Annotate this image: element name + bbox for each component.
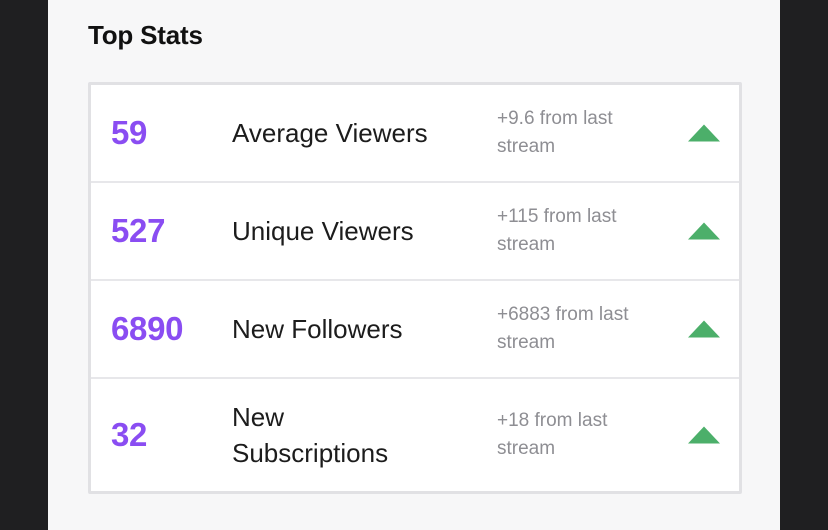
arrow-up-icon [688,426,720,444]
arrow-up-icon [688,222,720,240]
stat-row-new-followers: 6890 New Followers +6883 from last strea… [91,281,739,379]
stat-value: 32 [111,416,148,453]
arrow-up-icon [688,320,720,338]
stat-row-unique-viewers: 527 Unique Viewers +115 from last stream [91,183,739,281]
stat-change: +18 from last stream [497,410,608,459]
stat-label: Average Viewers [232,118,428,148]
stat-change: +115 from last stream [497,206,617,255]
stat-label: Unique Viewers [232,216,414,246]
stat-value: 6890 [111,310,184,347]
stat-change: +9.6 from last stream [497,108,613,157]
stats-card: 59 Average Viewers +9.6 from last stream… [88,82,742,494]
stat-label: New Followers [232,314,403,344]
stat-value: 59 [111,114,148,151]
stat-change: +6883 from last stream [497,304,629,353]
top-stats-panel: Top Stats 59 Average Viewers +9.6 from l… [48,0,780,530]
arrow-up-icon [688,124,720,142]
section-title: Top Stats [88,20,203,50]
stat-row-new-subscriptions: 32 New Subscriptions +18 from last strea… [91,379,739,491]
stat-row-average-viewers: 59 Average Viewers +9.6 from last stream [91,85,739,183]
stat-value: 527 [111,212,166,249]
stat-label: New Subscriptions [232,402,389,468]
